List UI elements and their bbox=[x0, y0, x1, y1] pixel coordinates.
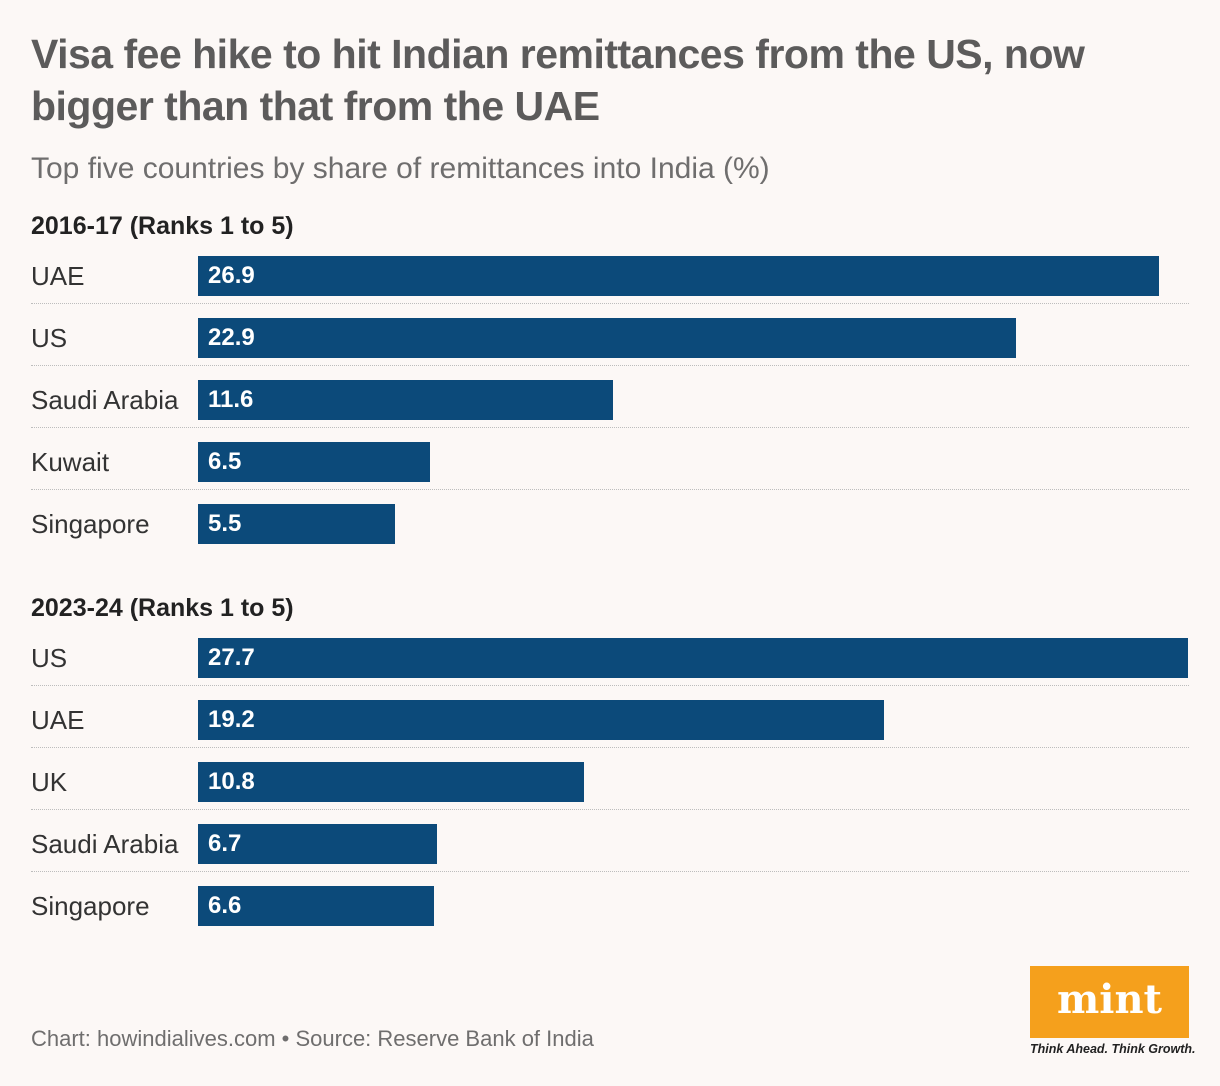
category-label: Saudi Arabia bbox=[31, 385, 179, 415]
brand-tagline: Think Ahead. Think Growth. bbox=[1030, 1042, 1196, 1056]
data-label: 10.8 bbox=[208, 768, 255, 795]
data-label: 6.6 bbox=[208, 892, 242, 919]
category-label: UAE bbox=[31, 705, 85, 735]
category-label: US bbox=[31, 323, 68, 353]
data-label: 11.6 bbox=[208, 386, 254, 413]
bar-row: UAE 19.2 bbox=[31, 692, 1189, 754]
bar: 11.6 bbox=[198, 380, 613, 420]
data-label: 27.7 bbox=[208, 644, 255, 671]
data-label: 26.9 bbox=[208, 262, 255, 289]
source-credit: Chart: howindialives.com • Source: Reser… bbox=[31, 1026, 594, 1051]
bar-row: US 22.9 bbox=[31, 310, 1189, 372]
category-label: Singapore bbox=[31, 891, 150, 921]
data-label: 6.5 bbox=[208, 448, 242, 475]
bar: 6.7 bbox=[198, 824, 438, 864]
row-divider bbox=[31, 365, 1189, 366]
category-label: Singapore bbox=[31, 509, 150, 539]
chart-subtitle: Top five countries by share of remittanc… bbox=[31, 152, 770, 185]
row-divider bbox=[31, 747, 1189, 748]
bar-row: Saudi Arabia 11.6 bbox=[31, 372, 1189, 434]
category-label: US bbox=[31, 643, 68, 673]
data-label: 19.2 bbox=[208, 706, 255, 733]
bar: 19.2 bbox=[198, 700, 885, 740]
bar-row: UAE 26.9 bbox=[31, 248, 1189, 310]
category-label: Kuwait bbox=[31, 447, 110, 477]
row-divider bbox=[31, 489, 1189, 490]
bar: 5.5 bbox=[198, 504, 395, 544]
panel-title-2016-17: 2016-17 (Ranks 1 to 5) bbox=[31, 212, 294, 240]
mint-logo: mint bbox=[1030, 966, 1189, 1038]
bar: 22.9 bbox=[198, 318, 1017, 358]
bar-row: Saudi Arabia 6.7 bbox=[31, 816, 1189, 878]
bar: 6.5 bbox=[198, 442, 431, 482]
data-label: 22.9 bbox=[208, 324, 255, 351]
bar: 27.7 bbox=[198, 638, 1188, 678]
row-divider bbox=[31, 685, 1189, 686]
row-divider bbox=[31, 809, 1189, 810]
chart-title: Visa fee hike to hit Indian remittances … bbox=[31, 31, 1085, 129]
category-label: UAE bbox=[31, 261, 85, 291]
bar-row: Singapore 6.6 bbox=[31, 878, 1189, 940]
row-divider bbox=[31, 427, 1189, 428]
bar: 26.9 bbox=[198, 256, 1160, 296]
bar: 6.6 bbox=[198, 886, 434, 926]
row-divider bbox=[31, 303, 1189, 304]
bar-row: Kuwait 6.5 bbox=[31, 434, 1189, 496]
panel-title-2023-24: 2023-24 (Ranks 1 to 5) bbox=[31, 594, 294, 622]
data-label: 6.7 bbox=[208, 830, 242, 857]
bar: 10.8 bbox=[198, 762, 584, 802]
bar-row: US 27.7 bbox=[31, 630, 1189, 692]
bar-row: Singapore 5.5 bbox=[31, 496, 1189, 558]
category-label: UK bbox=[31, 767, 68, 797]
data-label: 5.5 bbox=[208, 510, 242, 537]
bar-row: UK 10.8 bbox=[31, 754, 1189, 816]
category-label: Saudi Arabia bbox=[31, 829, 179, 859]
row-divider bbox=[31, 871, 1189, 872]
